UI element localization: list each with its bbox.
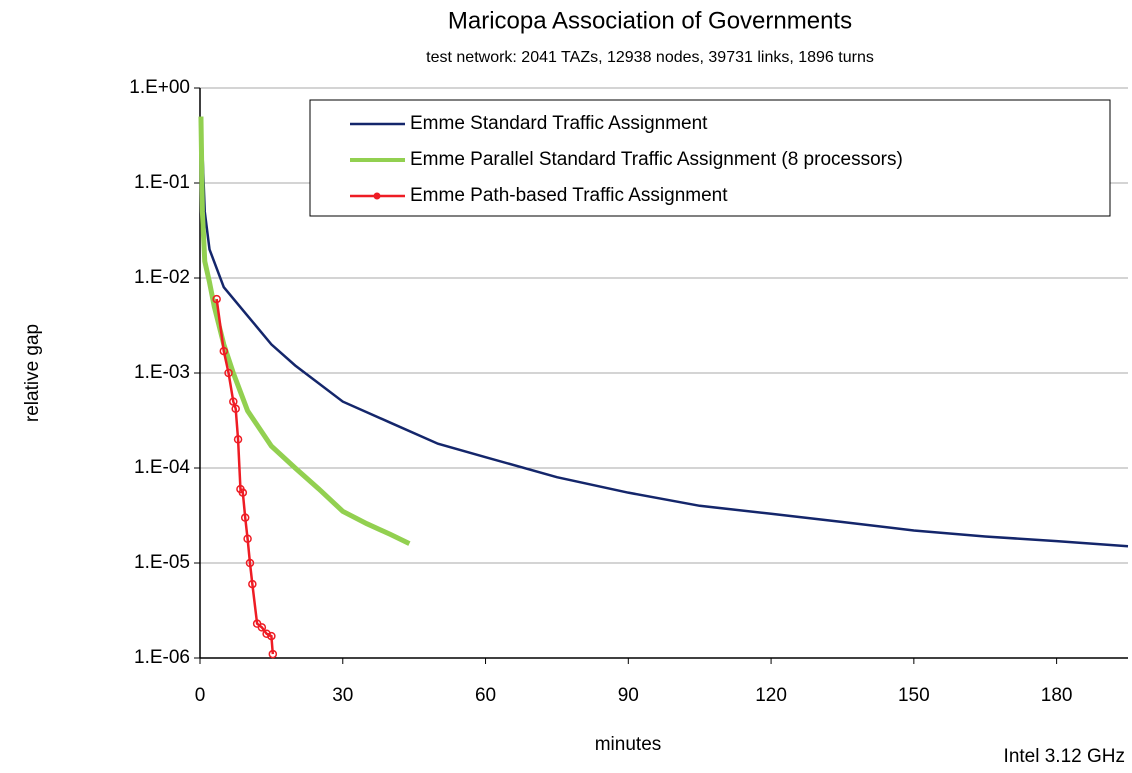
x-tick-label: 30 bbox=[332, 685, 353, 706]
point bbox=[243, 534, 252, 543]
x-tick-label: 180 bbox=[1041, 685, 1073, 706]
series-line bbox=[198, 116, 411, 546]
point bbox=[231, 404, 240, 414]
x-tick-label: 120 bbox=[755, 685, 787, 706]
series-line bbox=[200, 125, 1129, 548]
point bbox=[219, 346, 229, 356]
point bbox=[212, 294, 221, 304]
series-line bbox=[215, 298, 275, 655]
y-tick-label: 1.E+00 bbox=[129, 77, 190, 98]
point bbox=[233, 435, 243, 444]
legend-label: Emme Standard Traffic Assignment bbox=[410, 113, 708, 134]
point bbox=[248, 579, 257, 589]
x-tick-label: 60 bbox=[475, 685, 496, 706]
y-tick-label: 1.E-05 bbox=[134, 552, 190, 573]
point bbox=[224, 368, 233, 378]
x-tick-label: 0 bbox=[195, 685, 206, 706]
point bbox=[268, 649, 278, 659]
y-tick-label: 1.E-04 bbox=[134, 457, 190, 478]
x-tick-label: 150 bbox=[898, 685, 930, 706]
y-tick-label: 1.E-03 bbox=[134, 362, 190, 383]
point bbox=[245, 558, 255, 568]
point bbox=[240, 513, 250, 522]
chart-subtitle: test network: 2041 TAZs, 12938 nodes, 39… bbox=[426, 49, 874, 66]
point bbox=[229, 397, 238, 406]
legend-label: Emme Path-based Traffic Assignment bbox=[410, 185, 728, 206]
legend-marker bbox=[373, 192, 381, 200]
annotation: Intel 3.12 GHz bbox=[1004, 746, 1125, 767]
point bbox=[267, 631, 276, 641]
y-axis-label: relative gap bbox=[22, 324, 43, 422]
point bbox=[262, 629, 271, 638]
y-tick-label: 1.E-01 bbox=[134, 172, 190, 193]
chart-title: Maricopa Association of Governments bbox=[448, 7, 852, 34]
point bbox=[238, 488, 248, 497]
y-tick-label: 1.E-06 bbox=[134, 647, 190, 668]
x-tick-label: 90 bbox=[618, 685, 639, 706]
x-axis-label: minutes bbox=[595, 734, 662, 755]
legend-box bbox=[309, 99, 1111, 217]
y-tick-label: 1.E-02 bbox=[134, 267, 190, 288]
point bbox=[257, 623, 267, 632]
legend-label: Emme Parallel Standard Traffic Assignmen… bbox=[410, 149, 903, 170]
